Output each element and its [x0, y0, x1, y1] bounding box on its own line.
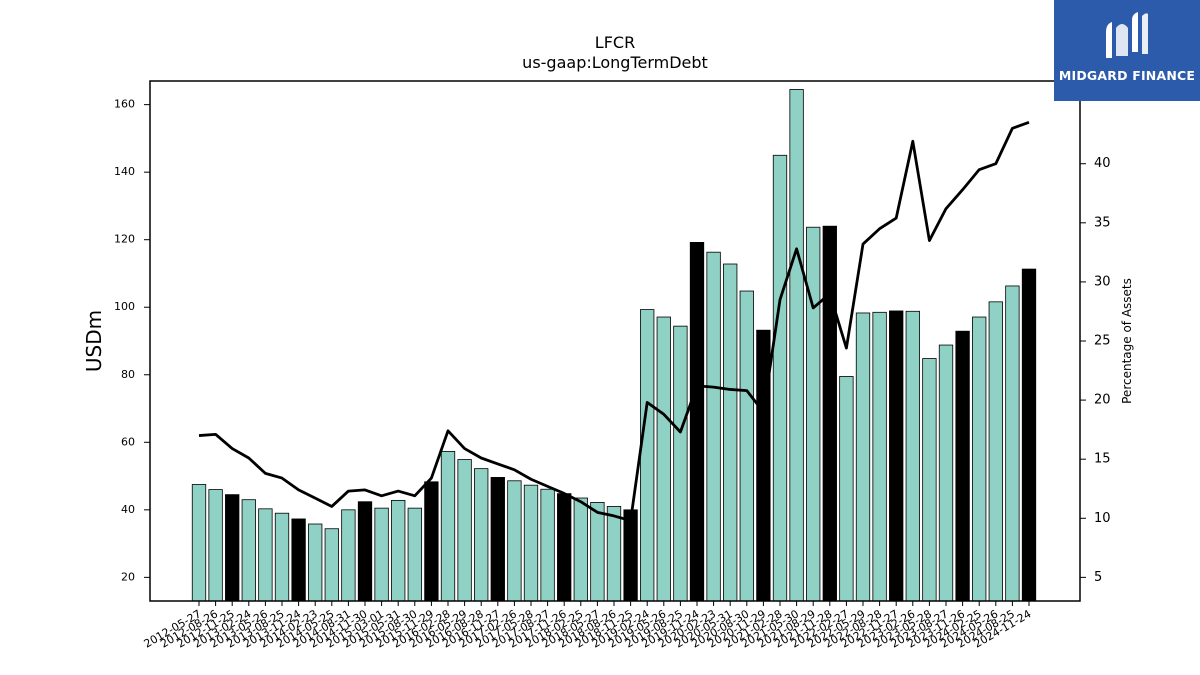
bar-2018-05-27 — [590, 501, 605, 602]
y2-tick-label: 40 — [1094, 156, 1111, 171]
left-axis: 20 40 60 80 100 120 140 160 — [114, 98, 150, 583]
bar-2021-02-28 — [772, 154, 788, 602]
bar-2015-05-31 — [391, 499, 406, 602]
bar-2020-08-30 — [739, 290, 754, 602]
bar-2023-11-26 — [955, 330, 970, 602]
bar-2024-05-26 — [988, 301, 1003, 602]
midgard-m-icon — [1106, 12, 1148, 58]
percentage-line — [198, 121, 1030, 523]
bar-2021-11-28 — [822, 225, 837, 602]
bar-2024-02-25 — [972, 316, 987, 602]
bar-2016-11-27 — [490, 477, 505, 602]
bar-2022-02-27 — [839, 376, 854, 602]
bar-2020-02-23 — [706, 251, 721, 602]
y2-tick-label: 10 — [1094, 511, 1111, 526]
bar-2024-11-24 — [1021, 268, 1037, 602]
bar-2018-08-26 — [606, 506, 622, 602]
bar-2021-08-29 — [806, 226, 821, 602]
y2-axis-label: Percentage of Assets — [1120, 278, 1134, 404]
bar-2014-05-25 — [324, 528, 339, 602]
bar-2022-05-29 — [855, 312, 871, 602]
midgard-logo: MIDGARD FINANCE — [1054, 0, 1200, 101]
bar-series — [191, 89, 1037, 602]
y-tick-label: 40 — [121, 503, 135, 516]
bar-2013-11-24 — [291, 518, 306, 602]
y-axis-label: USDm — [82, 310, 106, 372]
bar-2024-08-25 — [1005, 285, 1020, 602]
bar-2023-02-26 — [905, 310, 920, 602]
bar-2019-11-24 — [689, 241, 705, 602]
y2-tick-label: 20 — [1094, 393, 1111, 408]
y-tick-label: 20 — [121, 570, 135, 583]
bar-2023-05-28 — [922, 358, 937, 602]
bar-2016-02-28 — [440, 451, 456, 602]
bar-2019-08-25 — [673, 325, 688, 602]
bar-2013-02-24 — [241, 499, 256, 602]
bar-2014-08-31 — [341, 509, 356, 602]
bar-2023-08-27 — [938, 344, 954, 602]
logo-text: MIDGARD FINANCE — [1058, 68, 1196, 83]
bar-2012-08-26 — [208, 489, 223, 602]
bar-2014-11-30 — [357, 501, 373, 602]
y-tick-label: 60 — [121, 435, 135, 448]
bar-2016-05-29 — [457, 459, 472, 602]
y-tick-label: 160 — [114, 98, 135, 111]
y-tick-label: 100 — [114, 300, 135, 313]
y2-tick-label: 35 — [1094, 215, 1111, 230]
y2-tick-label: 5 — [1094, 570, 1102, 585]
right-axis: 5 10 15 20 25 30 35 40 — [1080, 156, 1111, 585]
bar-2021-05-30 — [789, 89, 804, 602]
y2-tick-label: 15 — [1094, 452, 1111, 467]
y-tick-label: 120 — [114, 233, 135, 246]
y-tick-label: 80 — [121, 368, 135, 381]
bar-2015-08-30 — [407, 507, 422, 602]
bar-2014-02-23 — [308, 523, 323, 602]
chart-title: LFCR — [595, 33, 635, 52]
bar-2022-11-27 — [889, 310, 904, 602]
line-series — [198, 121, 1030, 523]
bar-2022-08-28 — [872, 311, 887, 602]
y2-tick-label: 30 — [1094, 274, 1111, 289]
bar-2017-05-28 — [523, 484, 539, 602]
bar-2012-11-25 — [225, 494, 240, 602]
bar-2013-08-25 — [274, 512, 290, 602]
bar-2015-11-29 — [424, 481, 439, 602]
chart-subtitle: us-gaap:LongTermDebt — [522, 53, 708, 72]
bar-2019-02-24 — [640, 309, 655, 602]
bar-2019-05-26 — [656, 316, 671, 602]
bar-2017-02-26 — [507, 480, 522, 602]
bar-2016-08-28 — [474, 468, 489, 602]
bar-2017-11-26 — [557, 493, 572, 602]
x-axis: 2012-05-272012-08-262012-11-252013-02-24… — [142, 601, 1034, 651]
y2-tick-label: 25 — [1094, 334, 1111, 349]
bar-2018-11-25 — [623, 509, 638, 602]
y-tick-label: 140 — [114, 165, 135, 178]
bar-2015-03-01 — [374, 507, 389, 602]
bar-2017-08-27 — [540, 488, 555, 602]
bar-2020-05-31 — [723, 263, 738, 602]
bar-2018-02-25 — [573, 497, 588, 602]
bar-2012-05-27 — [191, 484, 207, 602]
bar-2013-05-26 — [258, 508, 273, 602]
